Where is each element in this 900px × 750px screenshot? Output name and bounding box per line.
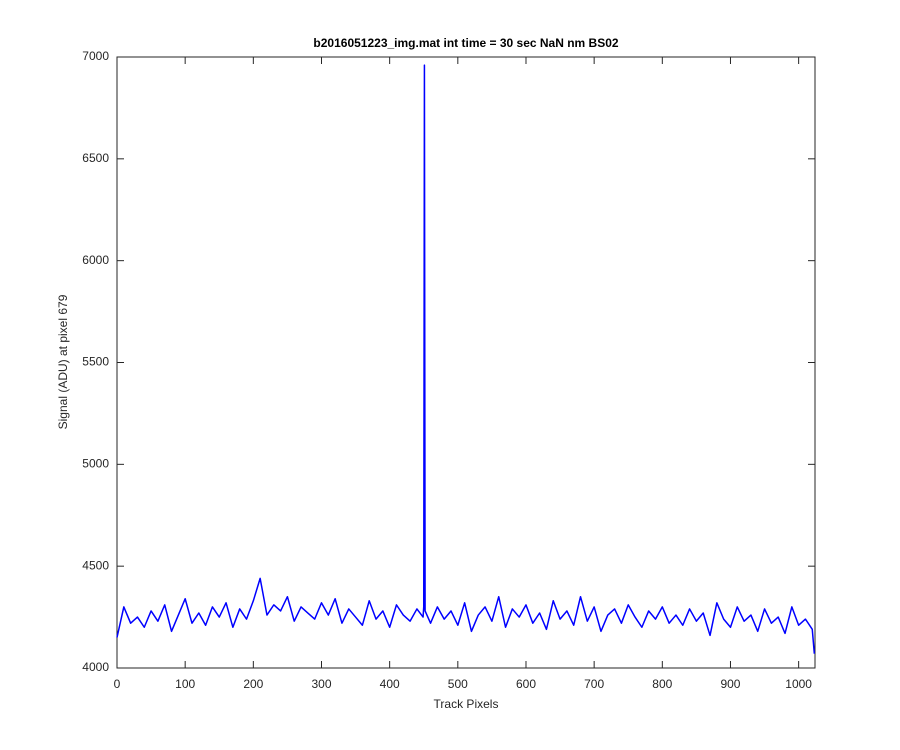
y-tick-label: 7000 bbox=[82, 49, 109, 63]
x-tick-label: 1000 bbox=[785, 677, 812, 691]
y-tick-label: 5500 bbox=[82, 355, 109, 369]
x-tick-label: 0 bbox=[114, 677, 121, 691]
y-tick-label: 4000 bbox=[82, 660, 109, 674]
x-tick-label: 600 bbox=[516, 677, 536, 691]
y-tick-label: 6000 bbox=[82, 253, 109, 267]
chart-title: b2016051223_img.mat int time = 30 sec Na… bbox=[313, 36, 618, 50]
x-tick-label: 700 bbox=[584, 677, 604, 691]
y-axis-label: Signal (ADU) at pixel 679 bbox=[56, 294, 70, 429]
x-axis-label: Track Pixels bbox=[434, 697, 499, 711]
x-tick-label: 300 bbox=[311, 677, 331, 691]
x-tick-label: 500 bbox=[448, 677, 468, 691]
y-tick-label: 5000 bbox=[82, 457, 109, 471]
y-tick-label: 4500 bbox=[82, 558, 109, 572]
x-tick-label: 800 bbox=[652, 677, 672, 691]
x-tick-label: 100 bbox=[175, 677, 195, 691]
data-line bbox=[116, 64, 816, 654]
x-tick-label: 200 bbox=[243, 677, 263, 691]
y-tick-label: 6500 bbox=[82, 151, 109, 165]
x-tick-label: 900 bbox=[720, 677, 740, 691]
x-tick-label: 400 bbox=[380, 677, 400, 691]
